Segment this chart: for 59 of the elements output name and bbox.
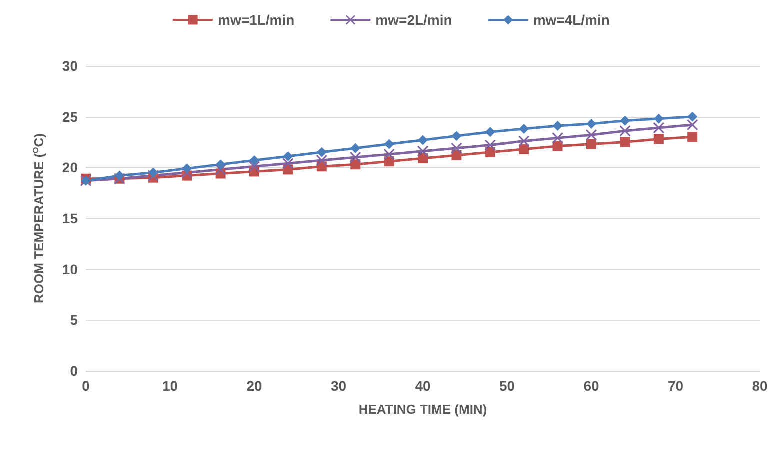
point [552,141,563,152]
point [688,132,698,142]
point [485,127,496,138]
point [620,137,630,148]
legend-label: mw=2L/min [376,12,452,28]
point [148,168,158,178]
point [586,139,596,150]
point [451,142,462,154]
y-axis-title: ROOM TEMPERATURE (OC) [32,134,46,304]
point [418,135,428,146]
legend-label: mw=1L/min [218,12,295,28]
y-tick-label: 15 [62,210,78,226]
x-tick-label: 80 [752,378,768,394]
x-tick-label: 10 [162,378,178,394]
point [552,120,563,131]
point [418,146,428,157]
x-tick-label: 0 [82,378,90,394]
point [687,119,698,130]
x-axis-title: HEATING TIME (MIN) [358,402,488,417]
x-tick-label: 20 [246,378,262,394]
point [519,124,530,134]
point [316,147,327,158]
point [249,161,260,172]
point [114,170,125,181]
x-tick-label: 30 [330,378,347,394]
point [688,112,698,122]
point [316,155,328,166]
point [452,131,462,142]
y-tick-label: 0 [70,363,78,379]
point [654,114,664,124]
point [182,164,192,174]
point [283,151,294,162]
point [653,122,664,134]
point [350,143,361,154]
x-tick-label: 60 [584,378,600,394]
point [586,130,597,141]
point [654,134,664,144]
point [620,126,631,137]
x-tick-label: 40 [415,378,431,394]
legend-label: mw=4L/min [533,12,610,28]
point [384,148,395,160]
point [350,152,362,163]
point [586,118,596,129]
x-tick-label: 50 [499,378,516,394]
y-tick-label: 5 [70,312,78,328]
point [250,156,260,166]
point [216,160,226,170]
y-tick-label: 10 [62,261,78,278]
y-tick-label: 25 [62,108,78,125]
y-tick-label: 30 [62,58,78,74]
point [552,132,564,144]
point [384,139,394,150]
point [282,158,294,170]
point [484,140,496,151]
y-tick-label: 20 [62,160,78,176]
point [620,116,630,126]
point [518,136,530,147]
point [519,144,530,154]
x-tick-label: 70 [668,378,684,394]
